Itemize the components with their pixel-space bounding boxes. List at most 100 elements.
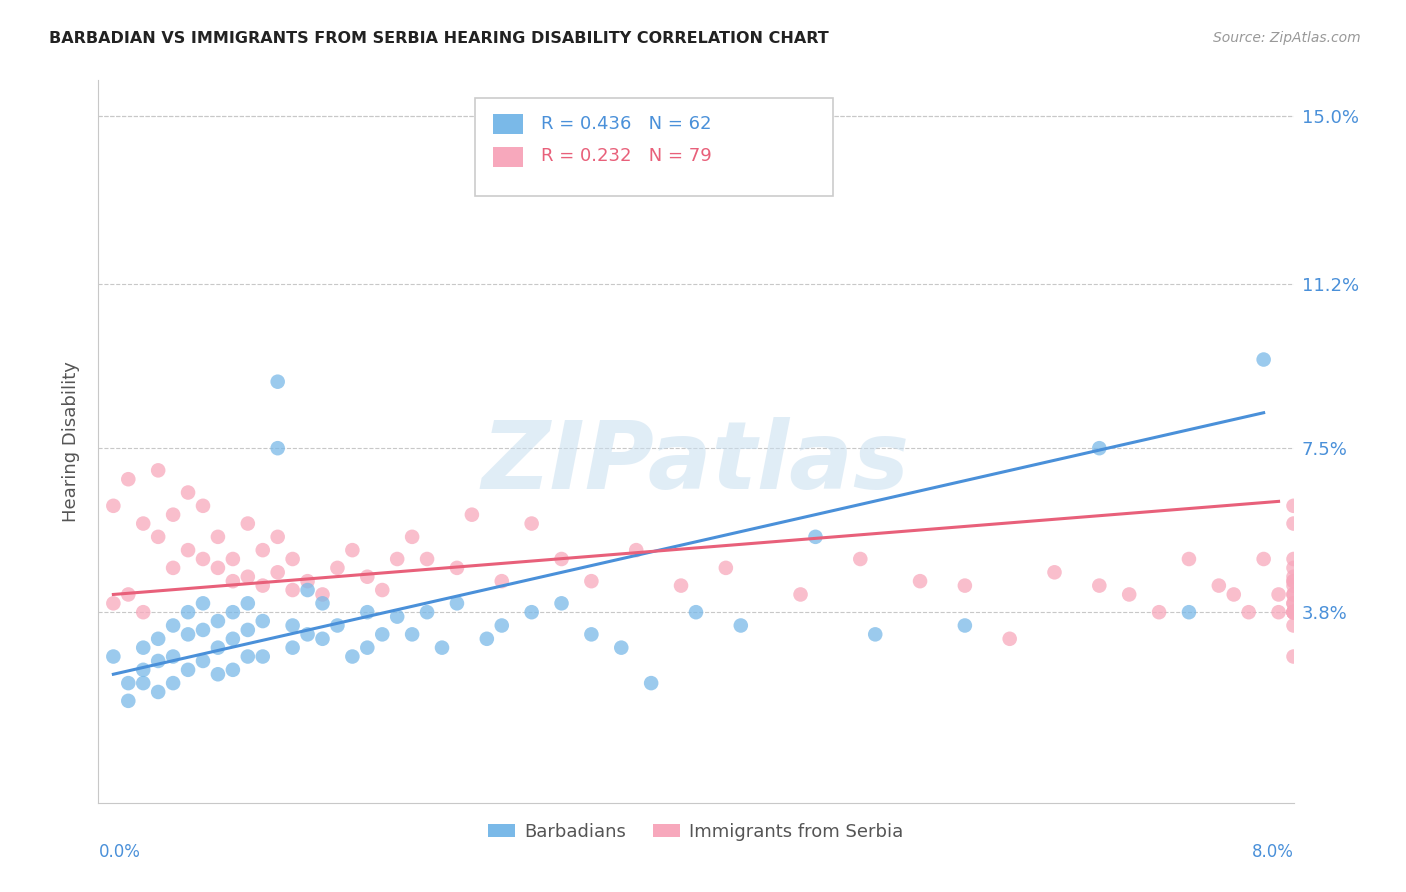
Point — [342, 649, 364, 664]
Point — [326, 618, 349, 632]
Point — [1282, 605, 1305, 619]
Point — [148, 654, 170, 668]
Point — [401, 627, 423, 641]
Point — [281, 618, 304, 632]
Point — [1282, 605, 1305, 619]
Point — [356, 640, 378, 655]
Point — [207, 614, 229, 628]
Point — [430, 640, 453, 655]
Point — [236, 623, 259, 637]
Point — [1267, 605, 1289, 619]
Point — [103, 499, 125, 513]
Point — [297, 627, 319, 641]
Point — [1282, 499, 1305, 513]
Point — [162, 618, 184, 632]
Point — [550, 552, 572, 566]
Point — [581, 574, 603, 589]
Point — [1267, 587, 1289, 601]
Legend: Barbadians, Immigrants from Serbia: Barbadians, Immigrants from Serbia — [481, 815, 911, 848]
Point — [1282, 561, 1305, 575]
Text: 0.0%: 0.0% — [98, 843, 141, 861]
Point — [1253, 352, 1275, 367]
Y-axis label: Hearing Disability: Hearing Disability — [62, 361, 80, 522]
Point — [1118, 587, 1140, 601]
Point — [148, 685, 170, 699]
Point — [311, 596, 333, 610]
Point — [177, 627, 200, 641]
Point — [416, 552, 439, 566]
Point — [103, 649, 125, 664]
Point — [1088, 579, 1111, 593]
Point — [1282, 605, 1305, 619]
Point — [1282, 605, 1305, 619]
Point — [148, 632, 170, 646]
Point — [1178, 605, 1201, 619]
Point — [148, 463, 170, 477]
Point — [177, 663, 200, 677]
Point — [207, 667, 229, 681]
Point — [685, 605, 707, 619]
Point — [998, 632, 1021, 646]
Point — [177, 485, 200, 500]
Point — [267, 530, 290, 544]
Point — [252, 649, 274, 664]
Point — [1282, 587, 1305, 601]
Point — [401, 530, 423, 544]
Point — [117, 587, 139, 601]
Point — [849, 552, 872, 566]
Point — [117, 694, 139, 708]
Point — [953, 618, 976, 632]
Point — [804, 530, 827, 544]
Point — [356, 605, 378, 619]
Point — [550, 596, 572, 610]
Point — [281, 552, 304, 566]
Point — [132, 605, 155, 619]
Point — [908, 574, 931, 589]
Point — [267, 375, 290, 389]
Point — [252, 579, 274, 593]
Point — [267, 441, 290, 455]
Point — [236, 596, 259, 610]
Point — [371, 627, 394, 641]
Point — [1282, 579, 1305, 593]
Point — [311, 632, 333, 646]
Point — [297, 582, 319, 597]
Point — [281, 640, 304, 655]
Point — [1282, 605, 1305, 619]
Point — [191, 654, 214, 668]
Point — [475, 632, 498, 646]
Text: ZIPatlas: ZIPatlas — [482, 417, 910, 509]
Point — [1178, 552, 1201, 566]
Point — [103, 596, 125, 610]
Point — [1282, 618, 1305, 632]
Point — [191, 499, 214, 513]
Point — [207, 640, 229, 655]
Point — [520, 605, 543, 619]
Text: 8.0%: 8.0% — [1251, 843, 1294, 861]
Point — [132, 640, 155, 655]
FancyBboxPatch shape — [475, 98, 834, 196]
Point — [1282, 552, 1305, 566]
Point — [953, 579, 976, 593]
Point — [669, 579, 692, 593]
Point — [222, 605, 245, 619]
Text: R = 0.232   N = 79: R = 0.232 N = 79 — [541, 147, 711, 165]
Point — [1223, 587, 1246, 601]
Point — [1253, 552, 1275, 566]
Point — [177, 605, 200, 619]
Point — [311, 587, 333, 601]
Point — [177, 543, 200, 558]
Point — [1043, 566, 1066, 580]
Point — [491, 574, 513, 589]
Point — [252, 543, 274, 558]
Point — [1282, 649, 1305, 664]
Point — [1282, 574, 1305, 589]
Point — [1237, 605, 1260, 619]
Point — [342, 543, 364, 558]
Point — [297, 574, 319, 589]
Point — [191, 623, 214, 637]
Point — [222, 552, 245, 566]
Point — [446, 561, 468, 575]
Point — [162, 676, 184, 690]
Point — [714, 561, 737, 575]
